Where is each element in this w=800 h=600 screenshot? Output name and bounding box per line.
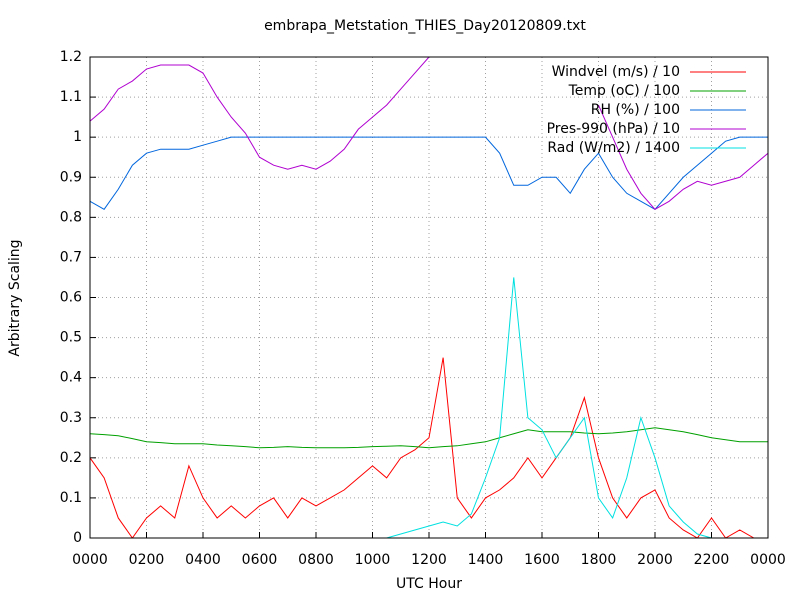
x-tick-label: 1400 xyxy=(468,552,504,568)
x-axis-label: UTC Hour xyxy=(396,576,462,592)
legend-label: Pres-990 (hPa) / 10 xyxy=(547,121,680,137)
x-tick-label: 1800 xyxy=(581,552,617,568)
series-line xyxy=(386,277,712,538)
legend-label: Windvel (m/s) / 10 xyxy=(552,64,680,80)
x-tick-label: 0800 xyxy=(298,552,334,568)
y-tick-label: 1.2 xyxy=(60,49,82,65)
x-tick-label: 1000 xyxy=(355,552,391,568)
y-tick-label: 0 xyxy=(73,530,82,546)
x-tick-label: 0400 xyxy=(185,552,221,568)
legend-label: Rad (W/m2) / 1400 xyxy=(547,140,680,156)
y-tick-label: 0.9 xyxy=(60,169,82,185)
plot-area xyxy=(90,57,768,538)
y-tick-label: 0.3 xyxy=(60,410,82,426)
x-tick-label: 2200 xyxy=(694,552,730,568)
plot-border xyxy=(89,56,769,539)
legend-label: Temp (oC) / 100 xyxy=(568,83,680,99)
y-axis-label: Arbitrary Scaling xyxy=(7,239,23,356)
y-tick-label: 0.8 xyxy=(60,209,82,225)
y-tick-label: 0.4 xyxy=(60,370,82,386)
x-tick-label: 0000 xyxy=(750,552,786,568)
legend-label: RH (%) / 100 xyxy=(591,102,680,118)
y-tick-label: 0.7 xyxy=(60,249,82,265)
series-line xyxy=(90,357,768,538)
x-tick-label: 0200 xyxy=(129,552,165,568)
x-tick-label: 2000 xyxy=(637,552,673,568)
x-tick-label: 1600 xyxy=(524,552,560,568)
series-line xyxy=(90,57,768,210)
y-tick-label: 0.6 xyxy=(60,290,82,306)
x-tick-label: 1200 xyxy=(411,552,447,568)
series-line xyxy=(90,427,768,449)
x-tick-label: 0600 xyxy=(242,552,278,568)
x-tick-label: 0000 xyxy=(72,552,108,568)
legend: Windvel (m/s) / 10 Temp (oC) / 100 RH (%) … xyxy=(547,64,746,156)
y-tick-label: 1.1 xyxy=(60,89,82,105)
y-tick-label: 0.1 xyxy=(60,490,82,506)
y-tick-label: 0.5 xyxy=(60,330,82,346)
y-tick-label: 0.2 xyxy=(60,450,82,466)
chart-title: embrapa_Metstation_THIES_Day20120809.txt xyxy=(264,18,586,34)
y-tick-label: 1 xyxy=(73,129,82,145)
